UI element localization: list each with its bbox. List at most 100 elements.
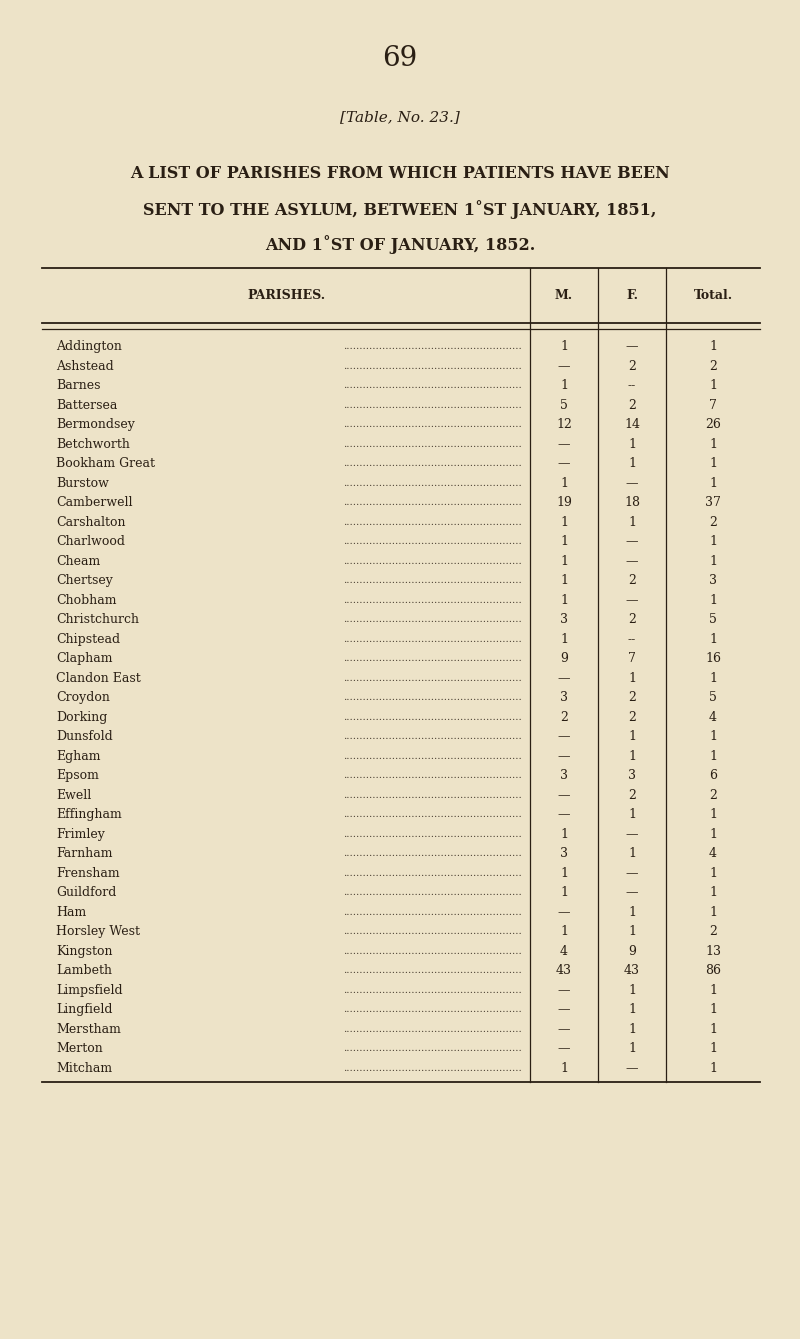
Text: 1: 1 <box>709 905 717 919</box>
Text: 1: 1 <box>709 1003 717 1016</box>
Text: 1: 1 <box>709 984 717 996</box>
Text: —: — <box>558 672 570 684</box>
Text: A LIST OF PARISHES FROM WHICH PATIENTS HAVE BEEN: A LIST OF PARISHES FROM WHICH PATIENTS H… <box>130 165 670 182</box>
Text: .......................................................: ........................................… <box>343 557 522 566</box>
Text: Chipstead: Chipstead <box>56 633 120 645</box>
Text: 1: 1 <box>628 438 636 451</box>
Text: 3: 3 <box>560 691 568 704</box>
Text: 3: 3 <box>560 769 568 782</box>
Text: 5: 5 <box>709 613 717 627</box>
Text: Lambeth: Lambeth <box>56 964 112 977</box>
Text: 1: 1 <box>709 457 717 470</box>
Text: 86: 86 <box>705 964 721 977</box>
Text: 43: 43 <box>556 964 572 977</box>
Text: .......................................................: ........................................… <box>343 791 522 799</box>
Text: .......................................................: ........................................… <box>343 751 522 761</box>
Text: 2: 2 <box>560 711 568 724</box>
Text: 1: 1 <box>628 516 636 529</box>
Text: —: — <box>626 536 638 548</box>
Text: —: — <box>626 866 638 880</box>
Text: 1: 1 <box>560 536 568 548</box>
Text: 1: 1 <box>560 477 568 490</box>
Text: —: — <box>558 438 570 451</box>
Text: 4: 4 <box>709 711 717 724</box>
Text: 69: 69 <box>382 46 418 72</box>
Text: Kingston: Kingston <box>56 945 113 957</box>
Text: 2: 2 <box>709 360 717 372</box>
Text: .......................................................: ........................................… <box>343 439 522 449</box>
Text: .......................................................: ........................................… <box>343 1024 522 1034</box>
Text: 1: 1 <box>560 1062 568 1075</box>
Text: Epsom: Epsom <box>56 769 99 782</box>
Text: 2: 2 <box>709 516 717 529</box>
Text: .......................................................: ........................................… <box>343 830 522 838</box>
Text: —: — <box>626 886 638 900</box>
Text: 18: 18 <box>624 497 640 509</box>
Text: .......................................................: ........................................… <box>343 400 522 410</box>
Text: M.: M. <box>555 289 573 303</box>
Text: .......................................................: ........................................… <box>343 927 522 936</box>
Text: Burstow: Burstow <box>56 477 109 490</box>
Text: Chertsey: Chertsey <box>56 574 113 588</box>
Text: Frensham: Frensham <box>56 866 120 880</box>
Text: 1: 1 <box>628 1042 636 1055</box>
Text: 1: 1 <box>709 340 717 353</box>
Text: .......................................................: ........................................… <box>343 576 522 585</box>
Text: 2: 2 <box>628 711 636 724</box>
Text: Clapham: Clapham <box>56 652 113 665</box>
Text: .......................................................: ........................................… <box>343 810 522 819</box>
Text: —: — <box>558 984 570 996</box>
Text: Carshalton: Carshalton <box>56 516 126 529</box>
Text: 1: 1 <box>709 554 717 568</box>
Text: Camberwell: Camberwell <box>56 497 133 509</box>
Text: Charlwood: Charlwood <box>56 536 125 548</box>
Text: —: — <box>626 828 638 841</box>
Text: Bookham Great: Bookham Great <box>56 457 155 470</box>
Text: Limpsfield: Limpsfield <box>56 984 122 996</box>
Text: Christchurch: Christchurch <box>56 613 139 627</box>
Text: 2: 2 <box>628 399 636 412</box>
Text: .......................................................: ........................................… <box>343 869 522 878</box>
Text: 16: 16 <box>705 652 721 665</box>
Text: 1: 1 <box>560 886 568 900</box>
Text: —: — <box>558 1023 570 1036</box>
Text: .......................................................: ........................................… <box>343 1006 522 1014</box>
Text: 1: 1 <box>560 633 568 645</box>
Text: 2: 2 <box>628 360 636 372</box>
Text: .......................................................: ........................................… <box>343 771 522 781</box>
Text: 2: 2 <box>628 691 636 704</box>
Text: --: -- <box>628 379 636 392</box>
Text: Croydon: Croydon <box>56 691 110 704</box>
Text: 12: 12 <box>556 418 572 431</box>
Text: 1: 1 <box>709 593 717 607</box>
Text: 26: 26 <box>705 418 721 431</box>
Text: .......................................................: ........................................… <box>343 1044 522 1054</box>
Text: —: — <box>558 457 570 470</box>
Text: Frimley: Frimley <box>56 828 105 841</box>
Text: .......................................................: ........................................… <box>343 420 522 430</box>
Text: —: — <box>626 1062 638 1075</box>
Text: Ham: Ham <box>56 905 86 919</box>
Text: 1: 1 <box>560 516 568 529</box>
Text: —: — <box>558 360 570 372</box>
Text: 1: 1 <box>709 809 717 821</box>
Text: 37: 37 <box>705 497 721 509</box>
Text: 4: 4 <box>560 945 568 957</box>
Text: Mitcham: Mitcham <box>56 1062 112 1075</box>
Text: 1: 1 <box>709 672 717 684</box>
Text: —: — <box>558 905 570 919</box>
Text: .......................................................: ........................................… <box>343 908 522 917</box>
Text: 1: 1 <box>628 925 636 939</box>
Text: 5: 5 <box>560 399 568 412</box>
Text: 1: 1 <box>560 379 568 392</box>
Text: —: — <box>558 750 570 763</box>
Text: 5: 5 <box>709 691 717 704</box>
Text: Battersea: Battersea <box>56 399 118 412</box>
Text: 1: 1 <box>560 828 568 841</box>
Text: 1: 1 <box>628 1003 636 1016</box>
Text: 4: 4 <box>709 848 717 860</box>
Text: 2: 2 <box>709 925 717 939</box>
Text: .......................................................: ........................................… <box>343 694 522 702</box>
Text: 43: 43 <box>624 964 640 977</box>
Text: 1: 1 <box>628 905 636 919</box>
